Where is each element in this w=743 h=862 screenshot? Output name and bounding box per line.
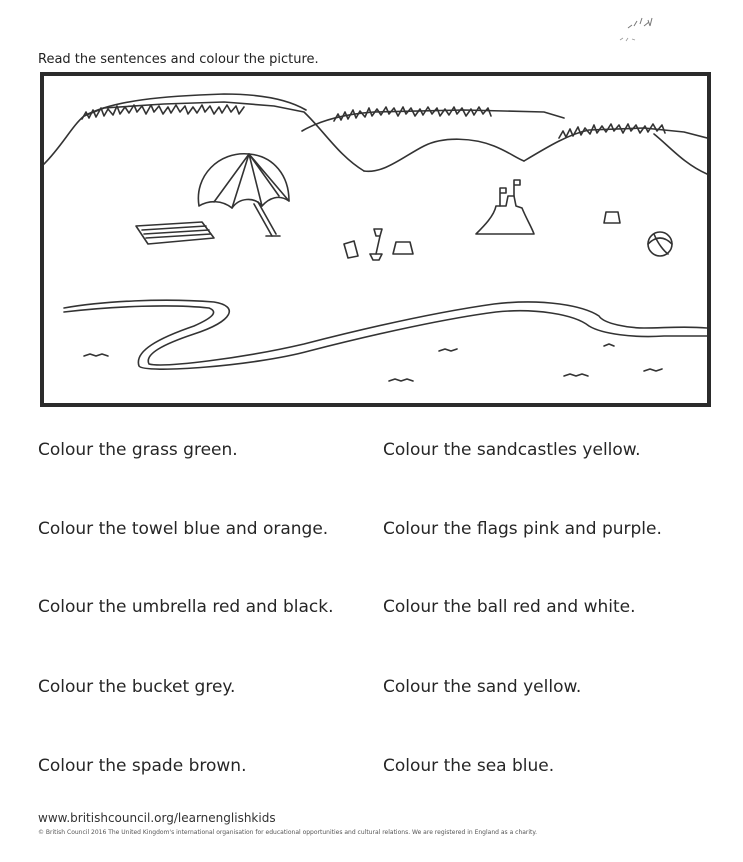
sentence-flags: Colour the flags pink and purple. [383,519,662,539]
sea [63,299,707,382]
sentence-umbrella: Colour the umbrella red and black. [38,597,334,617]
sentence-spade: Colour the spade brown. [38,756,247,776]
footer-url-link[interactable]: www.britishcouncil.org/learnenglishkids [38,811,276,825]
footer-copyright: © British Council 2016 The United Kingdo… [38,829,538,836]
instruction-text: Read the sentences and colour the pictur… [38,52,319,67]
sentence-towel: Colour the towel blue and orange. [38,519,329,539]
bucket-and-spade [343,228,414,261]
grass-hills [44,93,707,175]
sandcastle [475,179,621,235]
sentence-sand: Colour the sand yellow. [383,677,582,697]
sentence-sea: Colour the sea blue. [383,756,555,776]
sentence-sandcastles: Colour the sandcastles yellow. [383,440,641,460]
umbrella [197,153,290,237]
sentence-bucket: Colour the bucket grey. [38,677,236,697]
beach-picture [40,72,711,407]
corner-logo [600,6,670,46]
ball [647,231,673,257]
sentence-grass: Colour the grass green. [38,440,238,460]
sentence-ball: Colour the ball red and white. [383,597,636,617]
towel [135,221,215,245]
